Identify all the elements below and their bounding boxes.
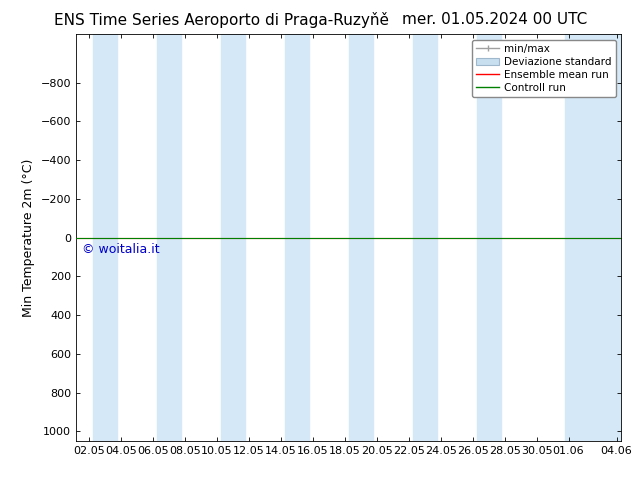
Bar <box>157 34 181 441</box>
Legend: min/max, Deviazione standard, Ensemble mean run, Controll run: min/max, Deviazione standard, Ensemble m… <box>472 40 616 97</box>
Text: mer. 01.05.2024 00 UTC: mer. 01.05.2024 00 UTC <box>402 12 587 27</box>
Bar <box>285 34 309 441</box>
Bar <box>413 34 437 441</box>
Text: ENS Time Series Aeroporto di Praga-Ruzyňě: ENS Time Series Aeroporto di Praga-Ruzyň… <box>55 12 389 28</box>
Text: © woitalia.it: © woitalia.it <box>82 244 159 256</box>
Bar <box>93 34 117 441</box>
Bar <box>349 34 373 441</box>
Y-axis label: Min Temperature 2m (°C): Min Temperature 2m (°C) <box>22 158 35 317</box>
Bar <box>564 34 621 441</box>
Bar <box>477 34 501 441</box>
Bar <box>221 34 245 441</box>
